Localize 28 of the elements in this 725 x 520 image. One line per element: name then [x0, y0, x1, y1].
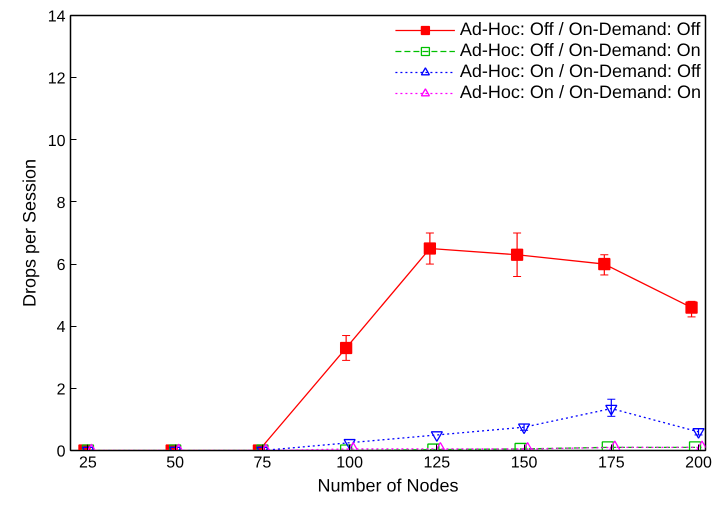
- point: [340, 342, 352, 354]
- legend-label: Ad-Hoc: Off / On-Demand: On: [460, 40, 701, 61]
- point: [598, 258, 610, 270]
- x-tick-label: 175: [598, 454, 625, 472]
- legend-label: Ad-Hoc: Off / On-Demand: Off: [460, 19, 700, 40]
- x-tick-label: 50: [166, 454, 184, 472]
- y-tick-label: 6: [56, 257, 66, 274]
- x-axis-title: Number of Nodes: [317, 476, 459, 496]
- y-tick-label: 4: [56, 319, 66, 336]
- y-tick-label: 8: [56, 194, 66, 212]
- legend-label: Ad-Hoc: On / On-Demand: Off: [460, 61, 701, 82]
- point: [685, 301, 698, 314]
- x-tick-label: 200: [685, 454, 712, 472]
- x-tick-label: 125: [424, 454, 450, 472]
- y-tick-label: 12: [48, 70, 66, 88]
- x-tick-label: 25: [79, 454, 97, 472]
- y-tick-label: 0: [56, 444, 66, 460]
- x-tick-label: 75: [253, 454, 272, 472]
- legend-label: Ad-Hoc: On / On-Demand: On: [460, 82, 701, 103]
- x-tick-label: 150: [510, 454, 538, 472]
- y-tick-label: 14: [48, 8, 66, 26]
- point: [434, 442, 446, 450]
- y-tick-label: 10: [48, 132, 66, 150]
- point: [510, 248, 524, 261]
- y-tick-label: 2: [56, 381, 66, 398]
- point: [424, 242, 436, 255]
- x-tick-label: 100: [336, 454, 364, 472]
- y-axis-title: Drops per Session: [20, 158, 40, 308]
